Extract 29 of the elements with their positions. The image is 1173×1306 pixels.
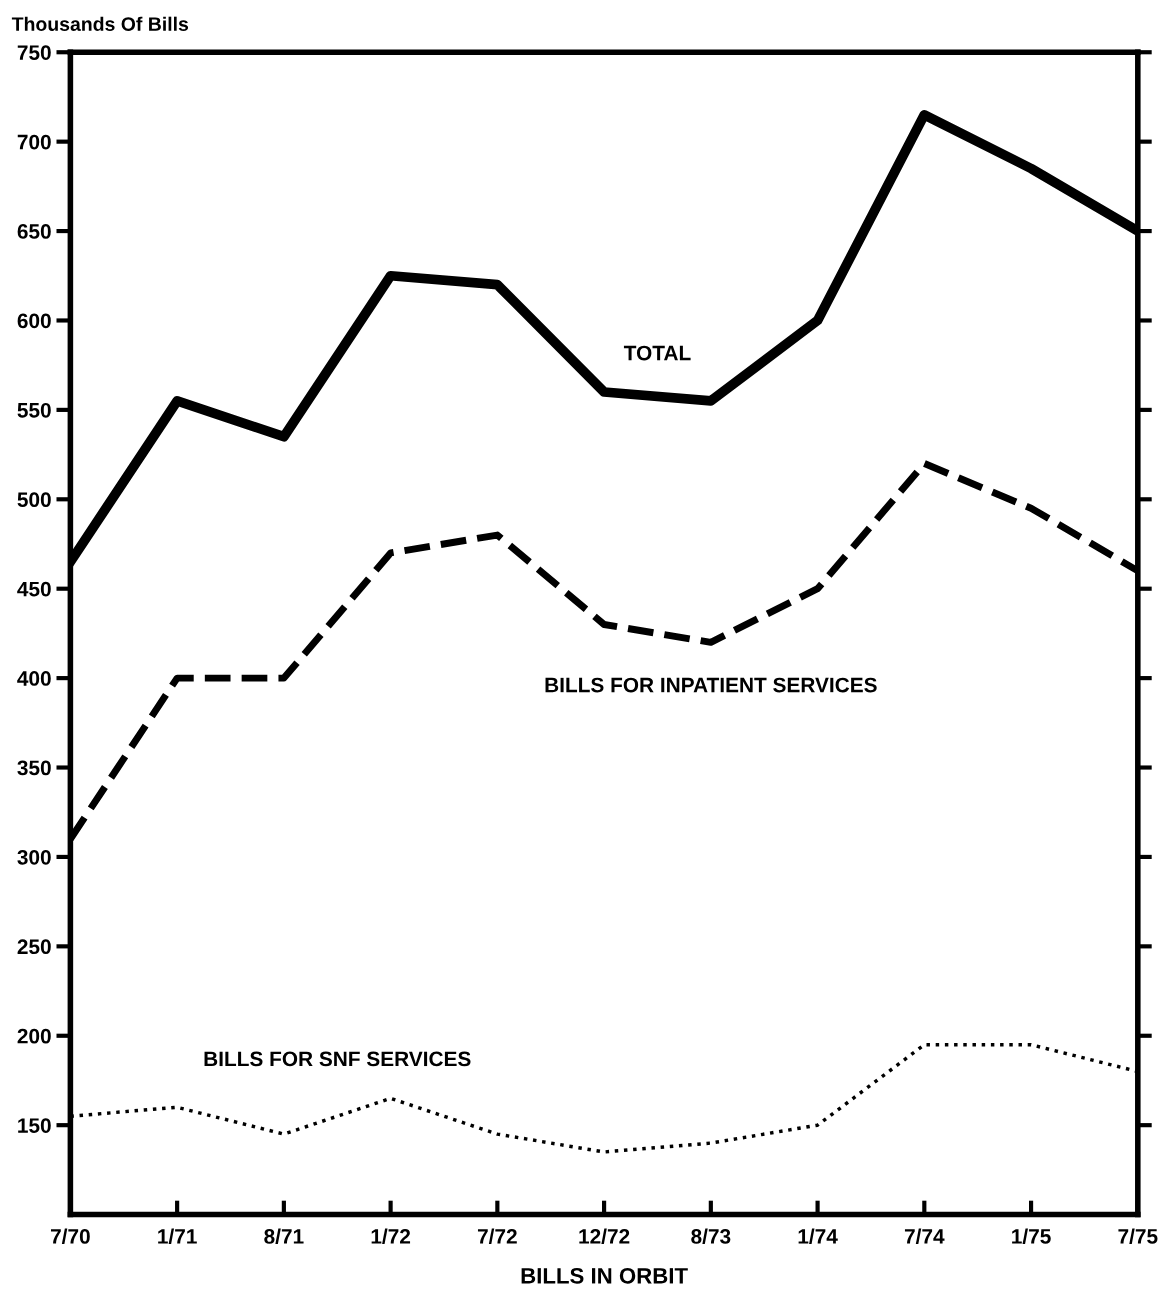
y-tick-label: 250: [17, 939, 51, 955]
x-tick-label: 8/71: [264, 1228, 304, 1244]
y-tick-label: 300: [17, 849, 51, 865]
y-tick-label: 650: [17, 224, 51, 239]
x-tick-label: 7/72: [477, 1228, 517, 1244]
x-tick-label: 7/70: [51, 1228, 90, 1244]
x-tick-label: 7/75: [1118, 1228, 1158, 1244]
y-tick-label: 600: [17, 313, 51, 329]
y-tick-label: 550: [17, 402, 51, 418]
y-axis-title: Thousands Of Bills: [11, 16, 189, 31]
y-tick-label: 700: [17, 134, 51, 150]
x-tick-label: 7/74: [904, 1228, 945, 1244]
x-tick-label: 1/72: [371, 1228, 411, 1244]
x-axis-title: BILLS IN ORBIT: [521, 1267, 688, 1284]
x-tick-label: 1/74: [798, 1228, 838, 1244]
y-tick-label: 200: [17, 1028, 51, 1044]
x-tick-label: 1/71: [158, 1228, 197, 1244]
x-tick-label: 8/73: [691, 1228, 731, 1244]
text: BILLS FOR SNF SERVICES: [204, 1051, 471, 1067]
y-tick-label: 450: [17, 581, 51, 597]
y-tick-label: 750: [17, 45, 51, 60]
x-tick-label: 12/72: [579, 1228, 630, 1244]
y-tick-label: 400: [17, 671, 51, 686]
y-tick-label: 500: [17, 492, 51, 508]
series-label: TOTAL: [623, 345, 691, 361]
y-tick-label: 150: [18, 1118, 51, 1133]
text: BILLS FOR INPATIENT SERVICES: [545, 677, 877, 693]
x-tick-label: 1/75: [1012, 1228, 1051, 1244]
y-tick-label: 350: [17, 760, 51, 776]
